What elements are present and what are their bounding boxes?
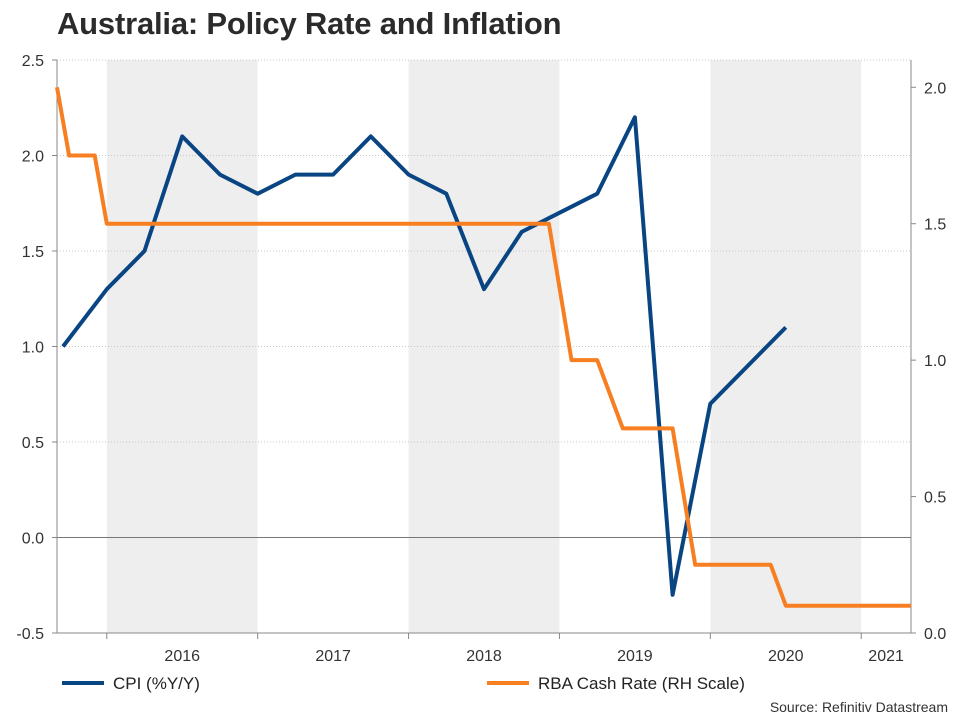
y-left-tick-label: 2.5 [22, 53, 44, 70]
y-right-tick-label: 1.0 [924, 353, 946, 370]
x-tick-label-2020: 2020 [768, 648, 804, 665]
x-tick-label-2019: 2019 [617, 648, 653, 665]
axes-group [52, 59, 916, 639]
y-left-tick-label: 0.0 [22, 531, 44, 548]
x-tick-label-2017: 2017 [315, 648, 351, 665]
y-left-tick-label: 2.0 [22, 149, 44, 166]
x-tick-label-2021: 2021 [868, 648, 904, 665]
y-left-tick-label: 0.5 [22, 435, 44, 452]
y-left-tick-label: 1.0 [22, 340, 44, 357]
chart-title: Australia: Policy Rate and Inflation [57, 6, 562, 41]
x-tick-label-2016: 2016 [164, 648, 200, 665]
y-left-tick-label: -0.5 [16, 626, 44, 643]
legend: CPI (%Y/Y) RBA Cash Rate (RH Scale) [62, 674, 745, 693]
y-right-tick-label: 1.5 [924, 217, 946, 234]
y-right-tick-label: 0.5 [924, 490, 946, 507]
legend-label-cash-rate: RBA Cash Rate (RH Scale) [538, 674, 745, 693]
y-left-tick-label: 1.5 [22, 244, 44, 261]
series-group [55, 86, 911, 608]
x-tick-label-2018: 2018 [466, 648, 502, 665]
legend-label-cpi: CPI (%Y/Y) [113, 674, 200, 693]
tick-labels-group: -0.5 0.0 0.5 1.0 1.5 2.0 2.5 0.0 0.5 1.0 1.5 2.0 201… [16, 53, 946, 665]
series-line-cpi [61, 115, 788, 597]
y-right-tick-label: 2.0 [924, 80, 946, 97]
y-right-tick-label: 0.0 [924, 626, 946, 643]
series-line-cash-rate [55, 86, 911, 608]
source-note: Source: Refinitiv Datastream [769, 699, 948, 715]
